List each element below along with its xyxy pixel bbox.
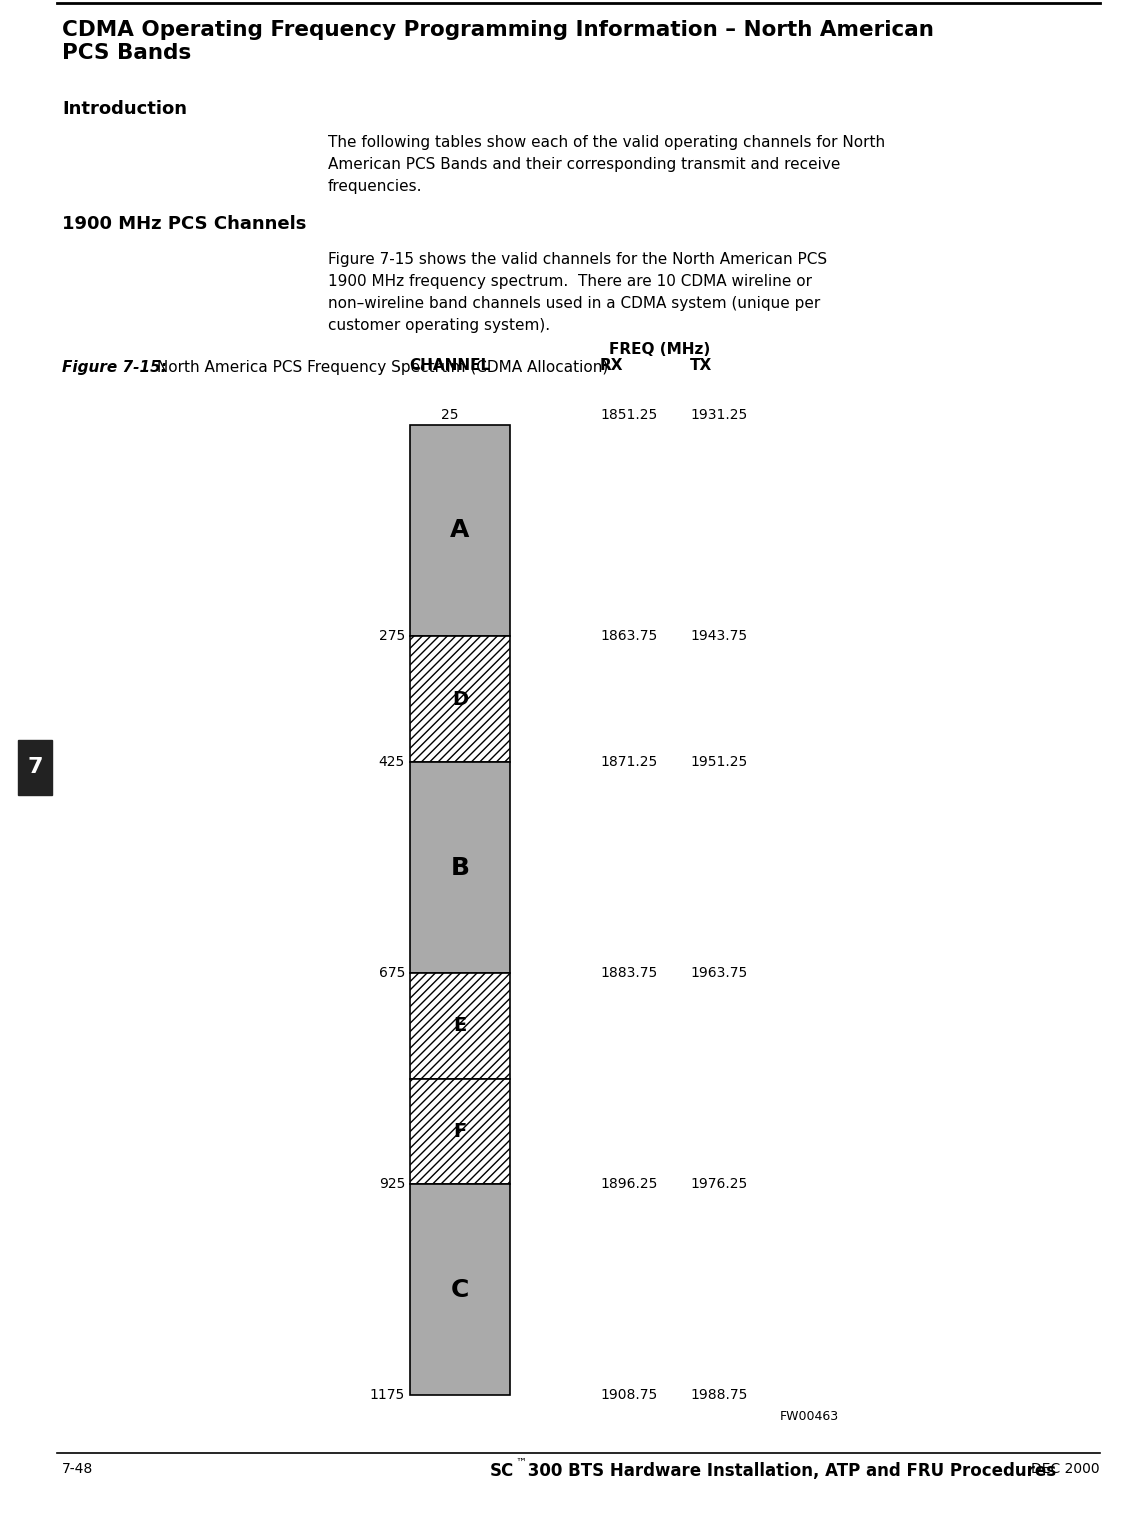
Text: 675: 675 (379, 967, 405, 981)
Text: D: D (452, 690, 468, 708)
Text: E: E (453, 1016, 467, 1036)
Text: 1988.75: 1988.75 (690, 1388, 747, 1401)
Text: RX: RX (600, 358, 623, 373)
Text: 1976.25: 1976.25 (690, 1177, 747, 1192)
Text: 1931.25: 1931.25 (690, 409, 747, 422)
Text: 275: 275 (379, 629, 405, 643)
Text: SC: SC (489, 1463, 515, 1480)
Bar (410, 636, 510, 762)
Text: 7: 7 (27, 757, 42, 777)
Bar (410, 762, 510, 973)
Text: 1863.75: 1863.75 (600, 629, 657, 643)
Text: 1851.25: 1851.25 (600, 409, 657, 422)
Text: 1963.75: 1963.75 (690, 967, 747, 981)
Text: 1871.25: 1871.25 (600, 756, 657, 770)
Bar (18, 741, 52, 796)
Text: non–wireline band channels used in a CDMA system (unique per: non–wireline band channels used in a CDM… (327, 295, 820, 311)
Text: 1908.75: 1908.75 (600, 1388, 657, 1401)
Text: PCS Bands: PCS Bands (62, 43, 192, 63)
Text: FW00463: FW00463 (780, 1411, 839, 1423)
Text: 300 BTS Hardware Installation, ATP and FRU Procedures: 300 BTS Hardware Installation, ATP and F… (521, 1463, 1057, 1480)
Text: TX: TX (690, 358, 712, 373)
Text: frequencies.: frequencies. (327, 179, 422, 194)
Text: FREQ (MHz): FREQ (MHz) (609, 343, 711, 356)
Text: 1900 MHz frequency spectrum.  There are 10 CDMA wireline or: 1900 MHz frequency spectrum. There are 1… (327, 274, 812, 289)
Text: Introduction: Introduction (62, 99, 187, 118)
Text: 1943.75: 1943.75 (690, 629, 747, 643)
Text: 7-48: 7-48 (62, 1463, 94, 1476)
Text: CHANNEL: CHANNEL (410, 358, 491, 373)
Text: B: B (451, 855, 469, 880)
Text: 1951.25: 1951.25 (690, 756, 747, 770)
Bar (410, 1079, 510, 1184)
Text: North America PCS Frequency Spectrum (CDMA Allocation): North America PCS Frequency Spectrum (CD… (152, 360, 608, 375)
Text: DEC 2000: DEC 2000 (1031, 1463, 1100, 1476)
Text: Figure 7-15 shows the valid channels for the North American PCS: Figure 7-15 shows the valid channels for… (327, 252, 827, 268)
Text: 1883.75: 1883.75 (600, 967, 657, 981)
Text: 25: 25 (442, 409, 459, 422)
Text: 925: 925 (379, 1177, 405, 1192)
Text: 1900 MHz PCS Channels: 1900 MHz PCS Channels (62, 216, 307, 233)
Text: C: C (451, 1278, 469, 1302)
Text: ™: ™ (515, 1458, 526, 1467)
Text: 1896.25: 1896.25 (600, 1177, 657, 1192)
Text: American PCS Bands and their corresponding transmit and receive: American PCS Bands and their correspondi… (327, 158, 841, 171)
Text: Figure 7-15:: Figure 7-15: (62, 360, 167, 375)
Text: customer operating system).: customer operating system). (327, 318, 550, 334)
Text: F: F (453, 1121, 467, 1141)
Text: The following tables show each of the valid operating channels for North: The following tables show each of the va… (327, 135, 885, 150)
Bar (410, 973, 510, 1079)
Bar (410, 1184, 510, 1395)
Text: CDMA Operating Frequency Programming Information – North American: CDMA Operating Frequency Programming Inf… (62, 20, 933, 40)
Bar (410, 425, 510, 636)
Text: A: A (451, 519, 470, 543)
Text: 425: 425 (379, 756, 405, 770)
Text: 1175: 1175 (370, 1388, 405, 1401)
